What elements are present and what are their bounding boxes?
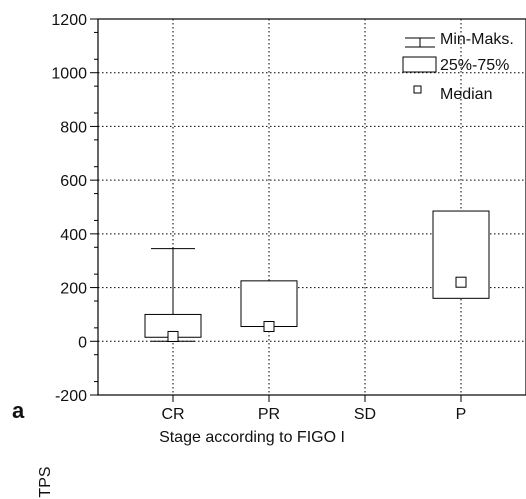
median-marker (263, 321, 275, 333)
median-marker (455, 276, 467, 288)
box-series (144, 210, 490, 342)
legend: Min-Maks. 25%-75% Median (402, 31, 514, 103)
x-tick-label: P (456, 406, 467, 423)
plot-frame (97, 18, 526, 396)
y-tick-label: 200 (60, 281, 87, 298)
x-tick-label: PR (258, 406, 280, 423)
box-iqr (240, 280, 298, 328)
panel-label: a (12, 398, 25, 423)
y-tick-label: 0 (78, 334, 87, 351)
median-marker (167, 330, 179, 342)
y-tick-label: 800 (60, 119, 87, 136)
legend-box-swatch (402, 56, 437, 73)
box-cr (144, 248, 202, 342)
x-tick-label: CR (161, 406, 184, 423)
y-tick-label: 400 (60, 227, 87, 244)
box-pr (240, 280, 298, 333)
y-tick-label: 600 (60, 173, 87, 190)
box-p (432, 210, 490, 299)
y-tick-label: -200 (55, 388, 87, 405)
grid-lines (98, 19, 526, 395)
x-tick-label: SD (354, 406, 376, 423)
y-tick-label: 1000 (51, 66, 87, 83)
y-tick-label: 1200 (51, 12, 87, 29)
legend-median-label: Median (440, 86, 492, 103)
legend-minmax-label: Min-Maks. (440, 31, 514, 48)
legend-box-label: 25%-75% (440, 57, 509, 74)
x-axis-label: Stage according to FIGO I (159, 429, 345, 446)
x-axis-ticks: CR PR SD P (161, 395, 466, 423)
legend-median-swatch (413, 85, 422, 94)
y-axis-ticks: -200 0 200 400 600 800 1000 1200 (51, 12, 98, 405)
y-axis-label: TPS (37, 466, 54, 497)
